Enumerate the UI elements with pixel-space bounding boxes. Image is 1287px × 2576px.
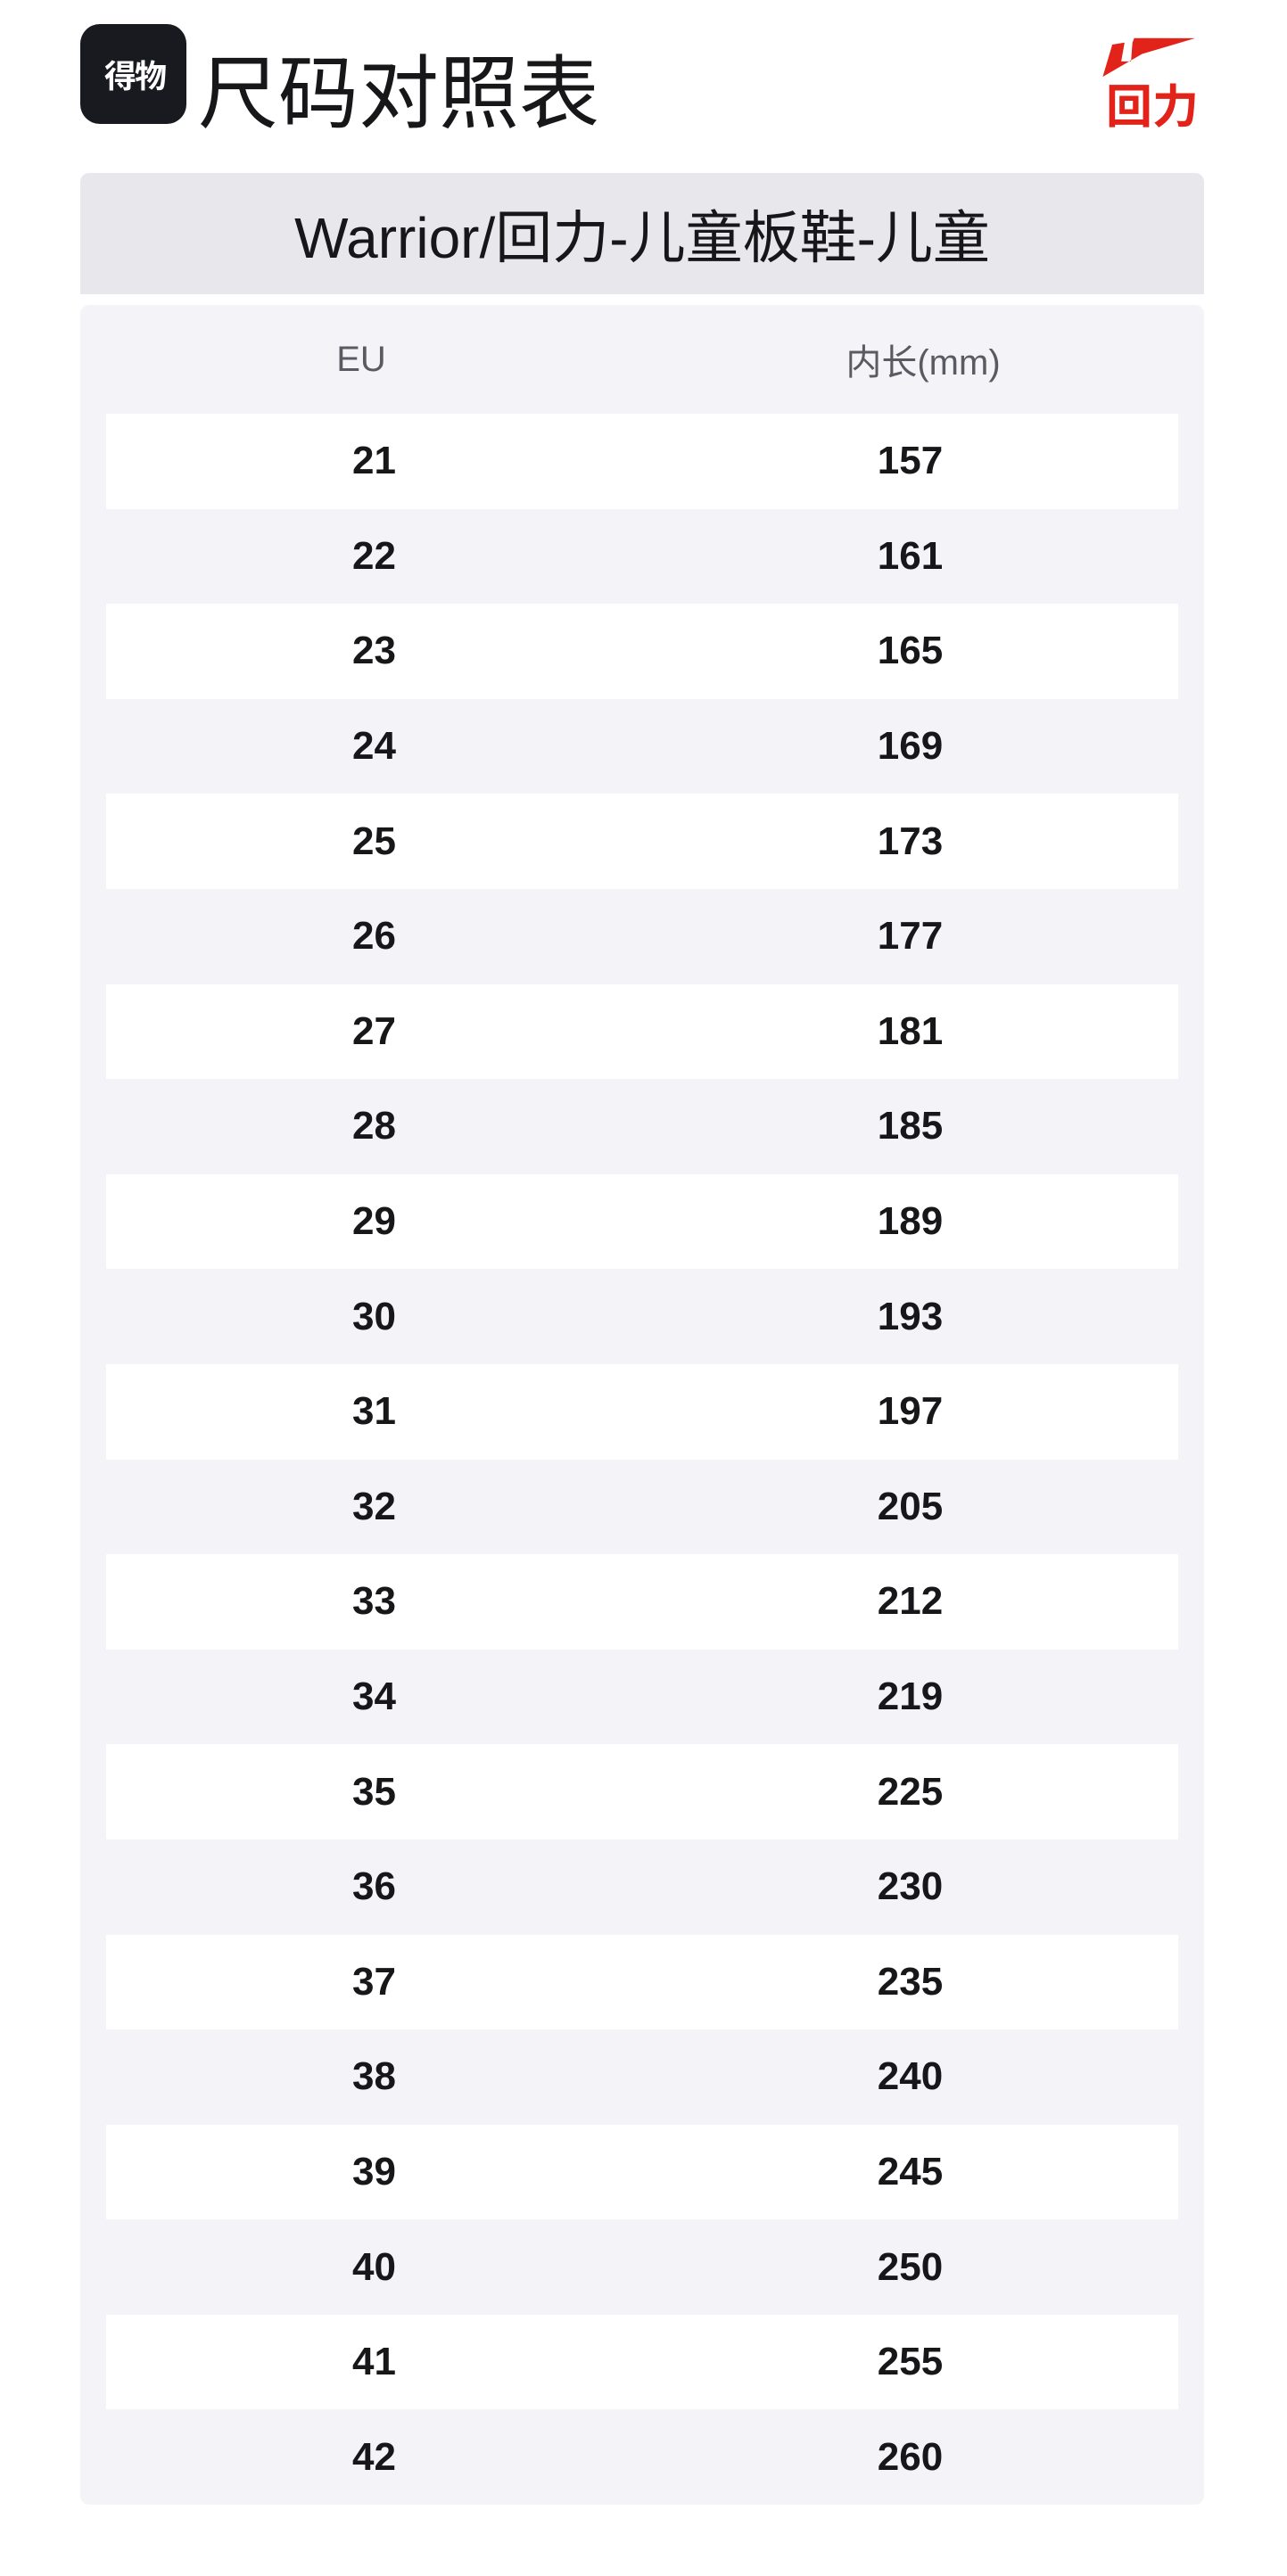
svg-text:回力: 回力 xyxy=(1106,70,1199,134)
